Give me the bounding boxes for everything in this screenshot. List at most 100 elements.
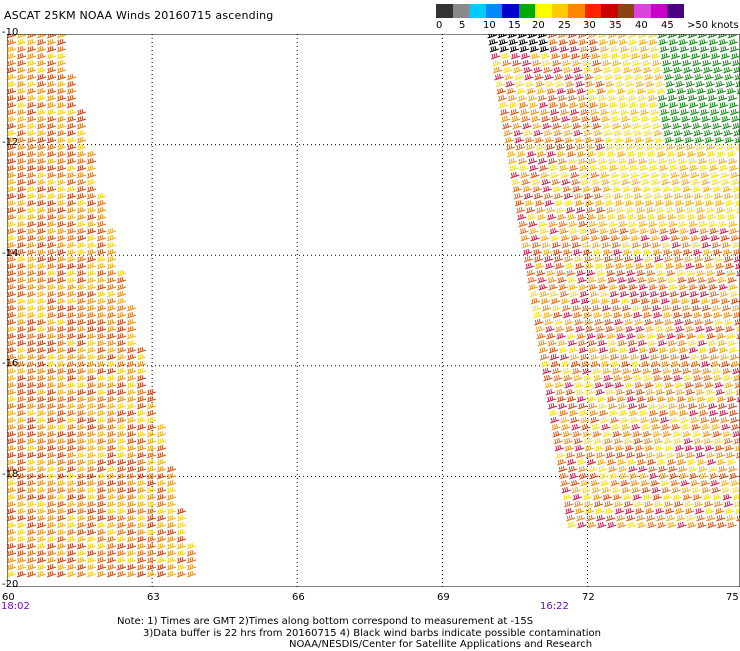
wind-barb — [16, 45, 27, 53]
wind-barb — [46, 108, 57, 116]
wind-barb — [684, 444, 695, 452]
wind-barb — [86, 402, 97, 410]
wind-barb — [7, 528, 17, 536]
wind-barb — [96, 535, 107, 543]
wind-barb — [56, 346, 67, 354]
wind-barb — [554, 444, 565, 452]
wind-barb — [588, 38, 598, 46]
wind-barb — [26, 339, 37, 347]
wind-barb — [534, 318, 544, 326]
wind-barb — [644, 136, 654, 144]
wind-barb — [661, 241, 671, 249]
wind-barb — [669, 290, 679, 298]
wind-barb — [76, 430, 87, 438]
wind-barb — [16, 276, 27, 284]
wind-barb — [677, 521, 687, 529]
lon-label: 60 — [2, 592, 15, 603]
wind-barb — [566, 458, 577, 466]
wind-barb — [26, 451, 37, 459]
wind-barb — [630, 297, 641, 305]
wind-barb — [727, 94, 738, 102]
wind-barb — [56, 458, 67, 466]
wind-barb — [66, 563, 77, 571]
wind-barb — [540, 52, 551, 60]
wind-barb — [66, 101, 77, 109]
wind-barb — [146, 388, 157, 396]
wind-barb — [649, 45, 660, 53]
wind-barb — [7, 479, 17, 487]
wind-barb — [76, 360, 87, 368]
wind-barb — [676, 458, 687, 466]
wind-barb — [106, 360, 117, 368]
wind-barb — [672, 367, 682, 375]
wind-barb — [498, 101, 509, 109]
wind-barb — [582, 493, 592, 501]
wind-barb — [563, 66, 573, 74]
wind-barb — [96, 304, 107, 312]
wind-barb — [695, 262, 705, 270]
wind-barb — [717, 157, 728, 165]
wind-barb — [561, 115, 571, 123]
wind-barb — [66, 360, 77, 368]
wind-barb — [651, 178, 661, 186]
wind-barb — [36, 276, 47, 284]
wind-barb — [66, 213, 77, 221]
wind-barb — [570, 108, 580, 116]
wind-barb — [631, 178, 641, 186]
wind-barb — [597, 521, 607, 529]
wind-barb — [707, 94, 718, 102]
wind-barb — [673, 66, 683, 74]
wind-barb — [535, 325, 545, 333]
wind-barb — [646, 150, 657, 158]
wind-barb — [7, 122, 17, 130]
wind-barb — [136, 500, 147, 508]
wind-barb — [26, 157, 37, 165]
wind-barb — [600, 52, 611, 60]
wind-barb — [662, 122, 672, 130]
wind-barb — [96, 514, 107, 522]
wind-barb — [663, 374, 673, 382]
wind-barb — [729, 227, 739, 235]
wind-barb — [616, 458, 627, 466]
wind-barb — [136, 563, 147, 571]
wind-barb — [681, 423, 691, 431]
wind-barb — [56, 171, 67, 179]
wind-barb — [625, 143, 636, 151]
wind-barb — [640, 171, 650, 179]
wind-barb — [26, 115, 37, 123]
wind-barb — [718, 220, 728, 228]
wind-barb — [665, 206, 676, 214]
wind-barb — [564, 507, 575, 515]
wind-barb — [106, 325, 117, 333]
wind-barb — [701, 115, 711, 123]
wind-barb — [7, 381, 17, 389]
wind-barb — [76, 136, 87, 144]
wind-barb — [622, 185, 632, 193]
wind-barb — [733, 129, 740, 137]
wind-barb — [126, 360, 137, 368]
wind-barb — [564, 73, 574, 81]
wind-barb — [86, 514, 97, 522]
wind-barb — [694, 444, 705, 452]
wind-barb — [592, 430, 602, 438]
wind-barb — [46, 101, 57, 109]
wind-barb — [682, 122, 692, 130]
wind-barb — [541, 241, 551, 249]
wind-barb — [560, 479, 570, 487]
wind-barb — [16, 178, 27, 186]
wind-barb — [724, 318, 734, 326]
wind-barb — [86, 353, 97, 361]
pass-time-label: 18:02 — [1, 601, 30, 612]
wind-barb — [146, 486, 157, 494]
wind-barb — [46, 465, 57, 473]
wind-barb — [558, 220, 568, 228]
wind-barb — [556, 150, 567, 158]
wind-barb — [582, 367, 592, 375]
wind-barb — [617, 213, 627, 221]
wind-barb — [514, 73, 524, 81]
wind-barb — [550, 108, 560, 116]
wind-barb — [7, 45, 17, 53]
wind-barb — [720, 297, 731, 305]
wind-barb — [543, 311, 553, 319]
wind-barb — [86, 269, 97, 277]
